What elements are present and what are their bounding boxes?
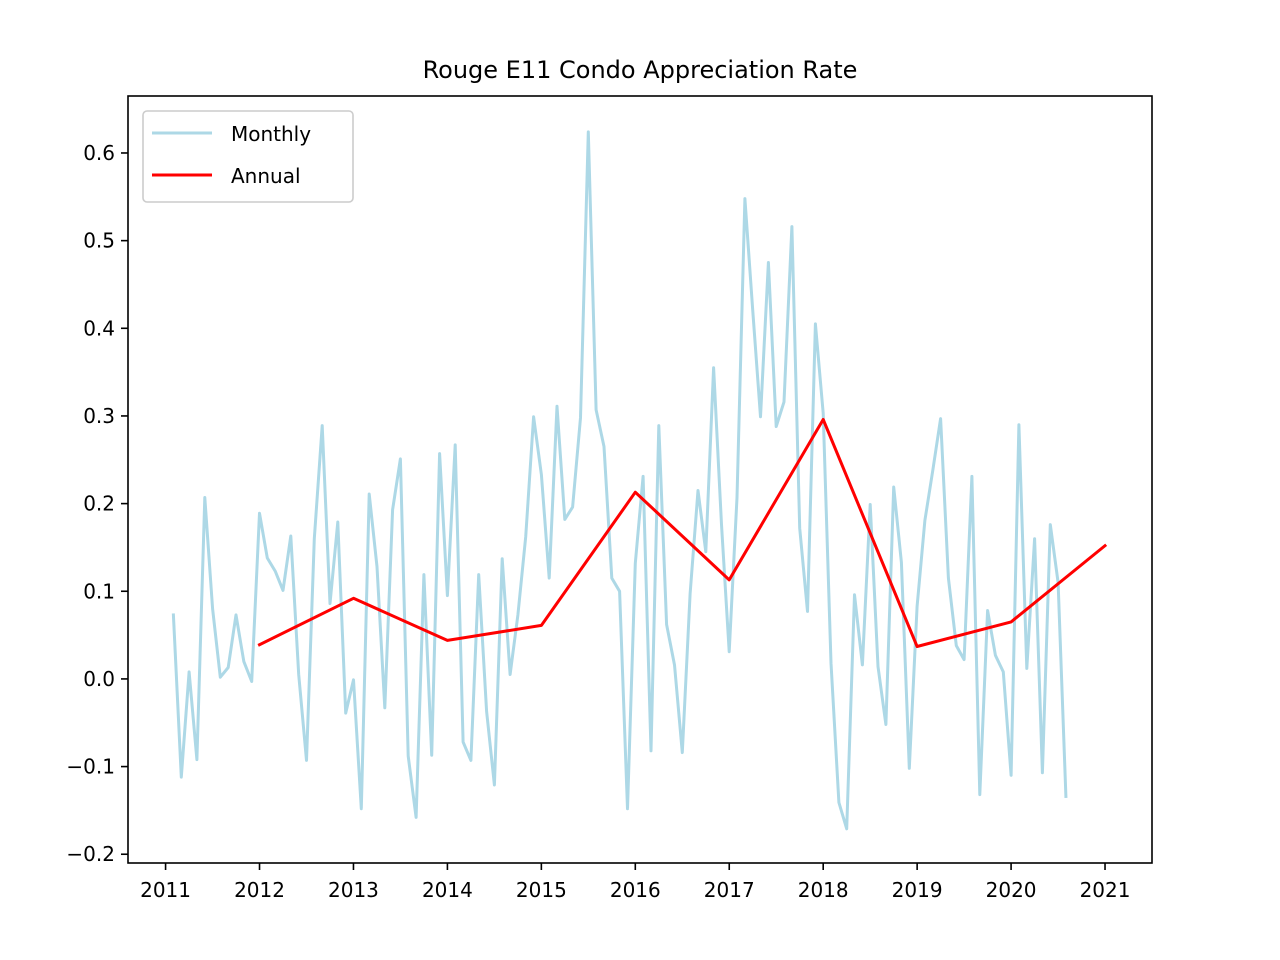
x-tick-label: 2018 bbox=[798, 878, 849, 902]
y-tick-label: −0.1 bbox=[66, 755, 115, 779]
plot-lines bbox=[171, 130, 1108, 831]
x-tick-label: 2021 bbox=[1080, 878, 1131, 902]
series-line-annual bbox=[257, 418, 1108, 648]
x-tick-label: 2014 bbox=[422, 878, 473, 902]
chart-title: Rouge E11 Condo Appreciation Rate bbox=[423, 56, 858, 84]
y-tick-label: 0.0 bbox=[83, 667, 115, 691]
legend-label-monthly: Monthly bbox=[231, 122, 311, 146]
x-tick-label: 2016 bbox=[610, 878, 661, 902]
x-tick-label: 2011 bbox=[140, 878, 191, 902]
x-axis: 2011 2012 2013 2014 2015 2016 2017 2018 2019 2020… bbox=[140, 863, 1130, 902]
series-line-monthly bbox=[171, 130, 1068, 831]
legend: Monthly Annual bbox=[142, 110, 354, 203]
plot-frame bbox=[127, 95, 1153, 864]
x-tick-label: 2013 bbox=[328, 878, 379, 902]
y-tick-label: 0.4 bbox=[83, 316, 115, 340]
x-tick-label: 2020 bbox=[986, 878, 1037, 902]
x-tick-label: 2017 bbox=[704, 878, 755, 902]
x-tick-label: 2019 bbox=[892, 878, 943, 902]
x-tick-label: 2012 bbox=[234, 878, 285, 902]
y-tick-label: 0.5 bbox=[83, 229, 115, 253]
y-tick-label: 0.1 bbox=[83, 579, 115, 603]
y-tick-label: −0.2 bbox=[66, 842, 115, 866]
legend-label-annual: Annual bbox=[231, 164, 301, 188]
y-tick-label: 0.6 bbox=[83, 141, 115, 165]
y-tick-label: 0.2 bbox=[83, 492, 115, 516]
x-tick-label: 2015 bbox=[516, 878, 567, 902]
y-tick-label: 0.3 bbox=[83, 404, 115, 428]
y-axis: −0.2 −0.1 0.0 0.1 0.2 0.3 0.4 0.5 0.6 bbox=[66, 141, 128, 866]
